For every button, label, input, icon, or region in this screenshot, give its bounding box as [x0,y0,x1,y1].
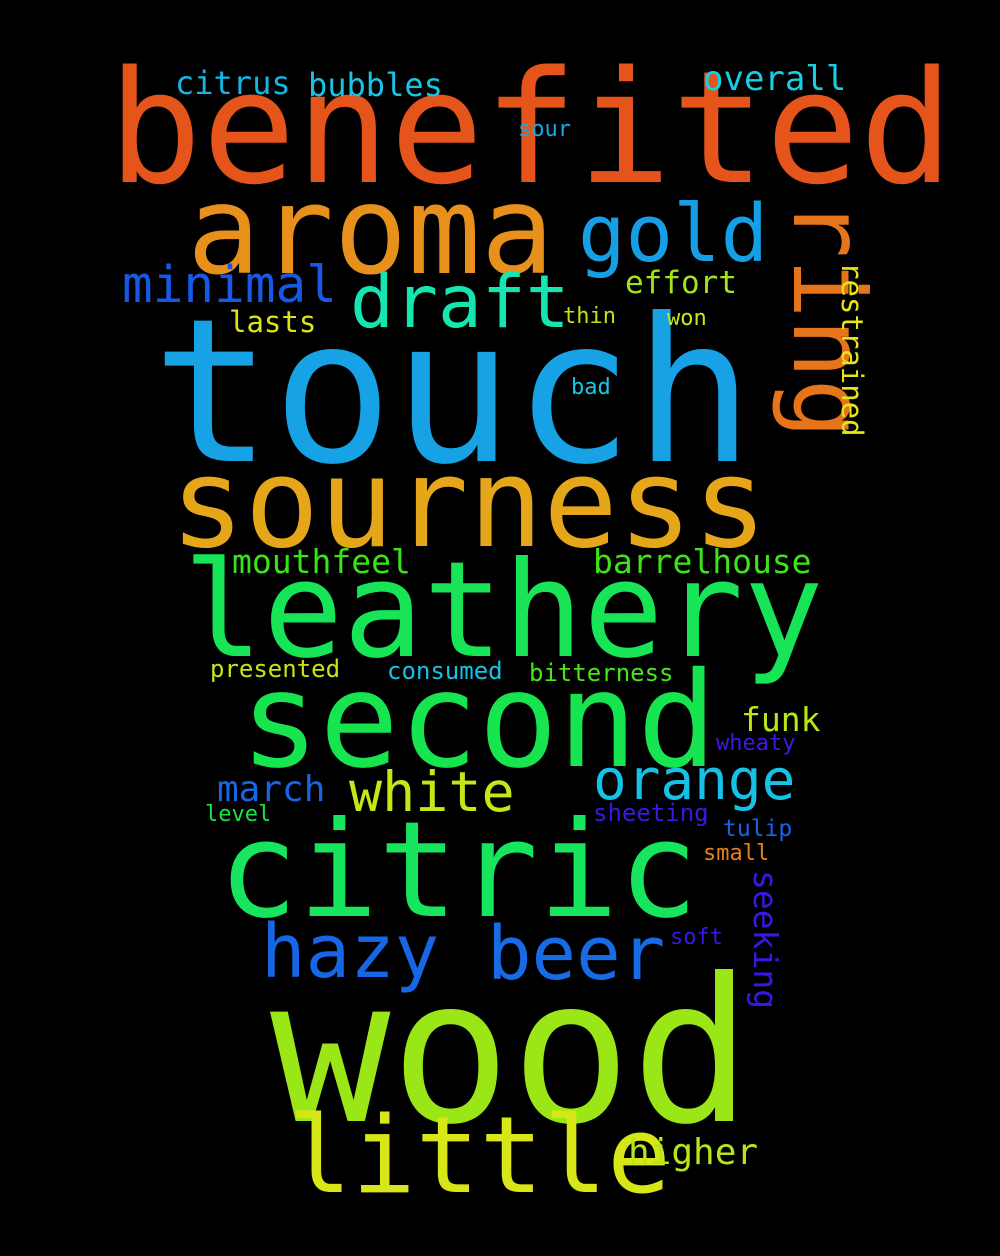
word-bad: bad [571,375,611,400]
word-aroma: aroma [187,160,555,302]
word-wood: wood [270,936,752,1169]
word-benefited: benefited [108,37,954,219]
word-minimal: minimal [122,256,337,315]
word-thin: thin [563,304,616,329]
word-march: march [217,769,326,810]
word-mouthfeel: mouthfeel [232,542,411,581]
word-hazy: hazy [261,909,440,995]
word-funk: funk [741,700,821,739]
word-gold: gold [578,188,769,280]
word-draft: draft [350,260,570,345]
word-beer: beer [487,911,666,997]
word-wheaty: wheaty [716,731,796,756]
word-orange: orange [593,748,796,813]
word-lasts: lasts [229,305,317,339]
word-sheeting: sheeting [593,799,709,827]
word-soft: soft [670,925,723,950]
word-won: won [667,306,707,331]
word-seeking: seeking [746,870,785,1010]
word-sour: sour [518,117,571,142]
word-little: little [288,1094,671,1217]
word-sourness: sourness [170,432,768,576]
word-higher: higher [628,1132,759,1173]
word-overall: overall [703,59,847,99]
word-second: second [240,644,717,798]
word-tulip: tulip [723,816,793,842]
word-white: white [349,760,515,824]
word-effort: effort [625,265,737,301]
word-touch: touch [152,276,755,509]
word-leathery: leathery [183,534,824,688]
word-level: level [205,802,272,827]
word-barrelhouse: barrelhouse [593,542,812,581]
word-small: small [703,841,770,866]
word-presented: presented [210,655,341,683]
word-citric: citric [218,794,699,948]
word-bitterness: bitterness [529,659,674,687]
word-consumed: consumed [387,657,503,685]
word-citrus: citrus [175,64,291,102]
word-restrained: restrained [835,262,869,437]
word-bubbles: bubbles [308,66,443,104]
